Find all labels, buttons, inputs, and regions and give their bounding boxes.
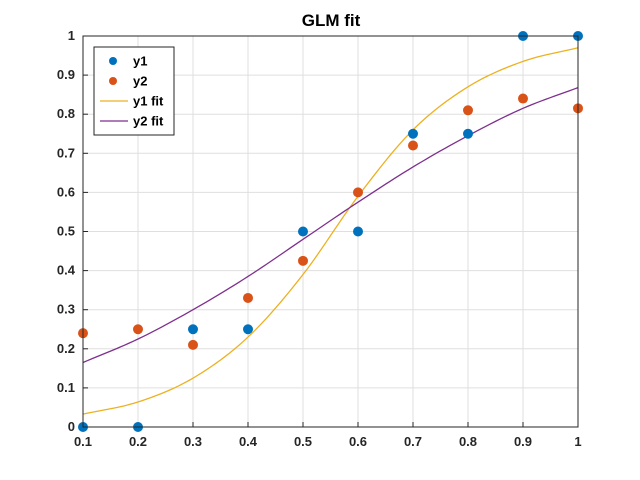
y2-point (243, 292, 253, 303)
legend-swatch-y1 (109, 57, 117, 65)
fit-lines (82, 47, 579, 415)
y-tick-label: 0.5 (57, 224, 75, 239)
y-tick-label: 0.3 (57, 302, 75, 317)
y-axis-ticks: 0 0.1 0.2 0.3 0.4 0.5 0.6 0.7 0.8 0.9 1 (57, 28, 88, 434)
y1-point (243, 324, 253, 335)
x-tick-label: 1 (574, 434, 581, 449)
legend: y1 y2 y1 fit y2 fit (93, 46, 175, 136)
y-tick-label: 0.8 (57, 106, 75, 121)
y-tick-label: 0.2 (57, 341, 75, 356)
y2-point (408, 140, 418, 151)
y-tick-label: 0.6 (57, 184, 75, 199)
y1-point (188, 324, 198, 335)
y1-point (353, 226, 363, 237)
y-tick-label: 1 (68, 28, 75, 43)
y2-point (188, 339, 198, 350)
y2-point (518, 93, 528, 104)
y1-point (298, 226, 308, 237)
data-points (78, 31, 583, 432)
legend-box (93, 46, 175, 136)
legend-swatch-y2 (109, 77, 117, 85)
y2-point (298, 255, 308, 266)
x-tick-label: 0.9 (514, 434, 532, 449)
x-tick-label: 0.4 (239, 434, 258, 449)
x-tick-label: 0.2 (129, 434, 147, 449)
x-tick-label: 0.5 (294, 434, 312, 449)
y-tick-label: 0.7 (57, 145, 75, 160)
y1-point (408, 128, 418, 139)
x-tick-label: 0.3 (184, 434, 202, 449)
x-tick-label: 0.6 (349, 434, 367, 449)
legend-label-y2-fit: y2 fit (133, 114, 164, 129)
y-tick-label: 0.4 (57, 263, 76, 278)
plot-box (82, 35, 579, 428)
x-tick-label: 0.1 (74, 434, 92, 449)
y2-point (133, 324, 143, 335)
chart-title: GLM fit (302, 11, 361, 30)
y1-point (463, 128, 473, 139)
x-tick-label: 0.8 (459, 434, 477, 449)
legend-label-y1-fit: y1 fit (133, 94, 164, 109)
y1-fit-line (82, 47, 579, 415)
legend-label-y1: y1 (133, 54, 147, 69)
legend-label-y2: y2 (133, 74, 147, 89)
y2-point (353, 187, 363, 198)
x-axis-ticks: 0.1 0.2 0.3 0.4 0.5 0.6 0.7 0.8 0.9 1 (74, 422, 582, 449)
y-tick-label: 0.1 (57, 380, 75, 395)
y2-fit-line (82, 87, 579, 364)
y2-point (463, 105, 473, 116)
y-tick-label: 0 (68, 419, 75, 434)
y-tick-label: 0.9 (57, 67, 75, 82)
x-tick-label: 0.7 (404, 434, 422, 449)
